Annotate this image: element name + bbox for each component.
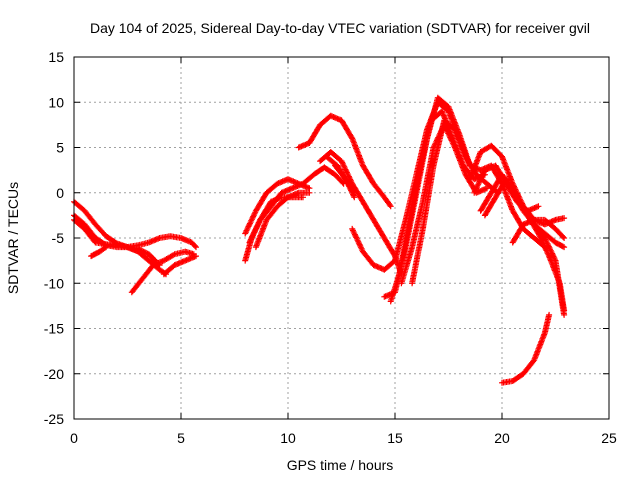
y-tick-label: -20 — [44, 366, 64, 382]
y-tick-label: -25 — [44, 411, 64, 427]
series-markers — [509, 216, 568, 246]
x-tick-label: 15 — [387, 430, 403, 446]
series-s20 — [409, 117, 501, 287]
series-s7 — [160, 253, 199, 278]
series-markers — [124, 233, 199, 251]
series-s25 — [509, 216, 568, 246]
series-markers — [295, 112, 394, 210]
series-s9 — [242, 176, 313, 237]
series-s4 — [88, 244, 110, 260]
y-axis-label: SDTVAR / TECUs — [5, 182, 21, 294]
chart-title: Day 104 of 2025, Sidereal Day-to-day VTE… — [90, 20, 590, 36]
axis-ticks: 0 5 10 15 20 25 15 10 5 0 -5 -10 -15 -20 -25 — [44, 49, 617, 446]
x-axis-label: GPS time / hours — [287, 457, 394, 473]
series-markers — [477, 171, 568, 318]
series-s11 — [252, 189, 313, 251]
series-markers — [242, 176, 313, 237]
series-markers — [88, 244, 110, 260]
y-tick-label: -15 — [44, 321, 64, 337]
x-tick-label: 20 — [494, 430, 510, 446]
series-s27 — [531, 221, 568, 251]
series-markers — [332, 162, 358, 196]
series-markers — [481, 176, 568, 314]
data-series — [71, 94, 568, 386]
series-s13 — [317, 149, 405, 278]
y-tick-label: 15 — [48, 49, 64, 65]
series-s12 — [295, 112, 394, 210]
x-tick-label: 25 — [601, 430, 617, 446]
series-markers — [499, 311, 553, 386]
y-tick-label: 10 — [48, 94, 64, 110]
series-markers — [128, 248, 197, 296]
series-markers — [409, 117, 501, 287]
y-tick-label: -5 — [52, 230, 65, 246]
series-s23 — [477, 171, 568, 318]
x-tick-label: 0 — [70, 430, 78, 446]
x-tick-label: 5 — [177, 430, 185, 446]
series-s15 — [332, 162, 358, 196]
series-s26 — [499, 311, 553, 386]
series-markers — [317, 149, 405, 278]
series-s5 — [124, 233, 199, 251]
x-tick-label: 10 — [280, 430, 296, 446]
y-tick-label: 0 — [56, 185, 64, 201]
series-markers — [252, 189, 313, 251]
series-s6 — [128, 248, 197, 296]
y-tick-label: 5 — [56, 140, 64, 156]
series-s24 — [481, 176, 568, 314]
series-markers — [531, 221, 568, 251]
y-tick-label: -10 — [44, 275, 64, 291]
series-markers — [160, 253, 199, 278]
